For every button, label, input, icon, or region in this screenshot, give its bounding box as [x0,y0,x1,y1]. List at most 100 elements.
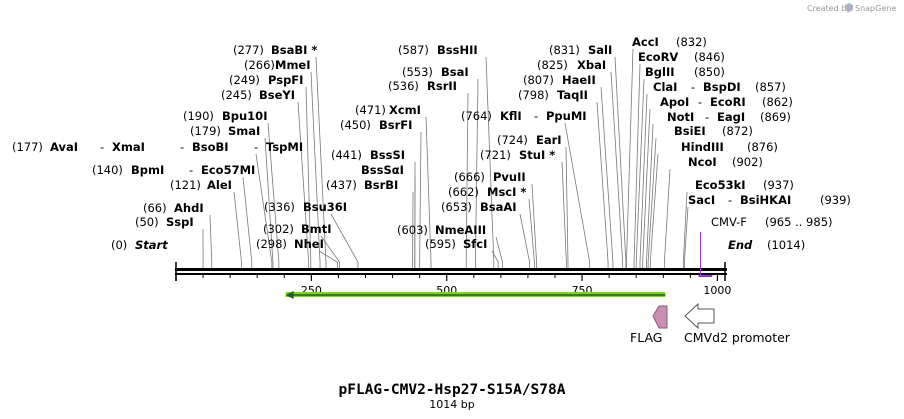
site-name[interactable]: PpuMI [546,109,587,123]
restriction-site[interactable]: (536) RsrII [388,79,457,93]
site-name[interactable]: XmaI [112,140,145,154]
site-name[interactable]: SmaI [228,124,260,138]
site-name[interactable]: EagI [717,110,745,124]
restriction-site[interactable]: (872) BsiEI [674,124,753,138]
site-name[interactable]: AhdI [174,201,204,215]
restriction-site[interactable]: (721) StuI * [480,148,555,162]
restriction-site[interactable]: (245) BseYI [221,88,295,102]
site-name[interactable]: BsrFI [379,118,412,132]
restriction-site[interactable]: (121) AleI [170,178,232,192]
restriction-site[interactable]: (862) ApoI - EcoRI [660,95,793,109]
restriction-site[interactable]: (587) BssHII [398,43,478,57]
restriction-site[interactable]: (471) XcmI [355,103,421,117]
restriction-site[interactable]: (437) BsrBI [326,178,398,192]
feature-cmvd2-label[interactable]: CMVd2 promoter [684,330,791,345]
site-name[interactable]: SfcI [463,237,487,251]
restriction-site[interactable]: (831) SalI [549,43,612,57]
site-name[interactable]: BsiHKAI [740,193,791,207]
restriction-site[interactable]: (832) AccI [632,35,707,49]
restriction-site[interactable]: (902) NcoI [688,155,763,169]
restriction-site[interactable]: (666) PvuII [454,170,526,184]
site-name[interactable]: TaqII [557,88,588,102]
site-name[interactable]: BsoBI [192,140,229,154]
site-name[interactable]: NmeAIII [435,223,486,237]
site-name[interactable]: PvuII [493,170,526,184]
restriction-site[interactable]: (66) AhdI [143,201,204,215]
restriction-site[interactable]: (298) NheI [256,237,324,251]
site-name[interactable]: AvaI [50,140,78,154]
restriction-site[interactable]: (450) BsrFI [340,118,412,132]
feature-flag-arrow[interactable] [652,305,668,329]
site-name[interactable]: ApoI [660,95,689,109]
restriction-site[interactable]: (653) BsaAI [441,200,517,214]
restriction-site[interactable]: (302) BmtI [263,222,332,236]
site-name[interactable]: BspDI [703,80,741,94]
site-name[interactable]: RsrII [427,79,457,93]
restriction-site[interactable]: (50) SspI [135,215,194,229]
site-name[interactable]: BsaI [441,65,469,79]
site-name[interactable]: XbaI [577,58,606,72]
restriction-site[interactable]: (553) BsaI [402,65,469,79]
restriction-site[interactable]: (179) SmaI [190,124,260,138]
site-name[interactable]: MscI * [487,185,526,199]
site-name[interactable]: BssHII [437,43,478,57]
restriction-site[interactable]: (825) XbaI [537,58,606,72]
restriction-site[interactable]: (807) HaeII [523,73,596,87]
site-name[interactable]: SacI [688,193,715,207]
site-name[interactable]: AccI [632,35,659,49]
restriction-site[interactable]: (846) EcoRV [638,50,725,64]
site-name[interactable]: SspI [166,215,194,229]
site-name[interactable]: BmtI [301,222,332,236]
restriction-site[interactable]: (662) MscI * [448,185,526,199]
restriction-site[interactable]: (724) EarI [497,133,562,147]
restriction-site[interactable]: (249) PspFI [229,73,303,87]
site-name[interactable]: EcoRV [638,50,678,64]
site-name[interactable]: AleI [207,178,232,192]
site-name[interactable]: EcoRI [710,95,746,109]
site-name[interactable]: NcoI [688,155,717,169]
site-name[interactable]: BsrBI [364,178,398,192]
site-name[interactable]: PspFI [268,73,303,87]
site-name[interactable]: Bpu10I [222,109,267,123]
restriction-site[interactable]: (595) SfcI [425,237,487,251]
restriction-site[interactable]: (798) TaqII [518,88,588,102]
restriction-site[interactable]: (441) BssSI [331,148,405,162]
site-name[interactable]: SalI [588,43,612,57]
site-name[interactable]: HaeII [562,73,596,87]
site-name[interactable]: BsiEI [674,124,706,138]
site-name[interactable]: BpmI [131,163,164,177]
restriction-site[interactable]: (850) BglII [645,65,725,79]
site-name[interactable]: BseYI [259,88,295,102]
site-name[interactable]: Bsu36I [303,200,347,214]
site-name[interactable]: HindIII [681,140,724,154]
restriction-site[interactable]: (336) Bsu36I [264,200,347,214]
site-name[interactable]: MmeI [275,58,311,72]
site-name[interactable]: TspMI [266,140,303,154]
restriction-site[interactable]: (277) BsaBI * [233,43,317,57]
restriction-site[interactable]: (876) HindIII [681,140,778,154]
site-name[interactable]: BssSαI [361,163,404,177]
restriction-site[interactable]: (939) SacI - BsiHKAI [688,193,851,207]
restriction-site[interactable]: (857) ClaI - BspDI [653,80,786,94]
orf-arrow[interactable] [285,291,666,299]
site-name[interactable]: NheI [294,237,324,251]
restriction-site[interactable]: (140) BpmI - Eco57MI [92,163,255,177]
feature-flag-label[interactable]: FLAG [630,330,662,345]
site-name[interactable]: BglII [645,65,675,79]
site-name[interactable]: BsaAI [480,200,517,214]
site-name[interactable]: Eco57MI [201,163,255,177]
restriction-site[interactable]: (764) KflI - PpuMI [461,109,587,123]
site-name[interactable]: EarI [536,133,562,147]
restriction-site[interactable]: (937) Eco53kI [695,178,794,192]
primer-cmv-f-label[interactable]: CMV-F [711,215,747,229]
site-name[interactable]: BsaBI * [271,43,317,57]
site-name[interactable]: KflI [500,109,522,123]
restriction-site[interactable]: (869) NotI - EagI [667,110,791,124]
restriction-site[interactable]: BssSαI [361,163,404,177]
feature-cmvd2-arrow[interactable] [684,302,715,330]
site-name[interactable]: Eco53kI [695,178,746,192]
site-name[interactable]: XcmI [389,103,421,117]
restriction-site[interactable]: (190) Bpu10I [183,109,267,123]
site-name[interactable]: NotI [667,110,694,124]
restriction-site[interactable]: (266) MmeI [244,58,311,72]
